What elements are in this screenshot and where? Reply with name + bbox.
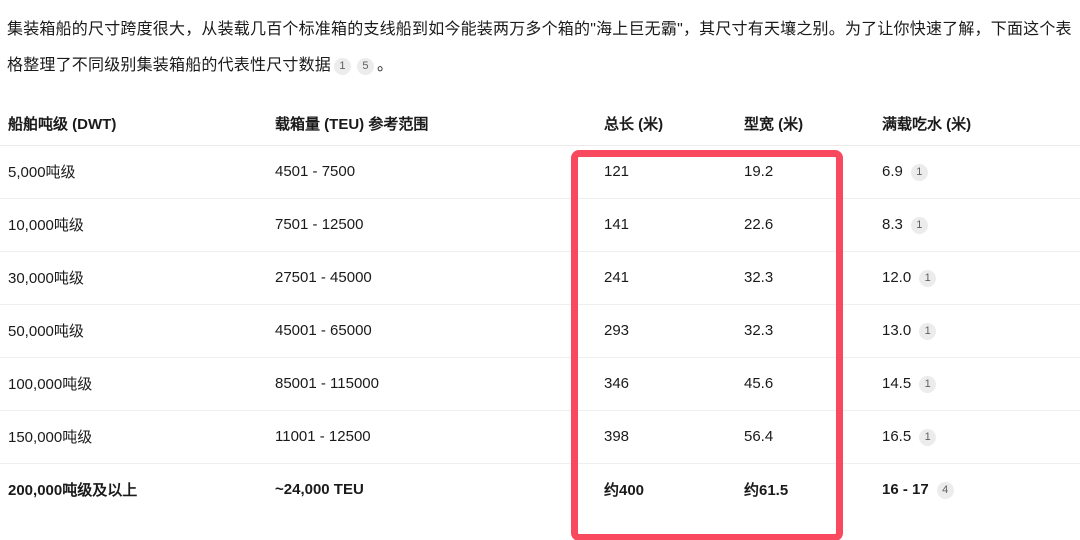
cell-beam-value: 约61.5 [744,482,789,500]
cell-length-value: 346 [604,375,630,392]
cell-length-value: 241 [604,269,630,286]
intro-period: 。 [377,57,394,74]
cell-teu-value: 4501 - 7500 [275,163,356,180]
column-header: 总长 (米) [604,103,744,146]
column-header: 型宽 (米) [744,103,882,146]
cell-beam-value: 32.3 [744,322,774,339]
citation-badge[interactable]: 1 [910,163,928,181]
table-row: 50,000吨级 45001 - 65000 293 32.3 13.0 1 [0,304,1080,358]
cell-dwt-value: 30,000吨级 [8,270,84,287]
cell-length-value: 293 [604,322,630,339]
cell-teu-value: 11001 - 12500 [275,428,371,445]
cell-teu-value: 27501 - 45000 [275,269,372,286]
cell-beam: 45.6 [744,357,882,411]
cell-beam: 22.6 [744,198,882,252]
cell-teu: 45001 - 65000 [275,304,604,358]
citation-badge[interactable]: 1 [919,322,937,340]
cell-draft-value: 16 - 17 [882,480,929,498]
cell-draft-value: 13.0 [882,321,912,339]
cell-beam-value: 22.6 [744,216,774,233]
cell-length: 398 [604,410,744,464]
cell-length: 约400 [604,463,744,516]
cell-length: 346 [604,357,744,411]
cell-dwt: 200,000吨级及以上 [0,463,275,516]
citation-badge[interactable]: 1 [919,269,937,287]
cell-beam: 32.3 [744,251,882,305]
ship-size-table: 船舶吨级 (DWT) 载箱量 (TEU) 参考范围 总长 (米) 型宽 (米) 满载吃水… [0,103,1080,516]
cell-draft-value: 12.0 [882,268,912,286]
cell-beam-value: 19.2 [744,163,774,180]
cell-draft: 8.3 1 [882,198,1080,252]
cell-length: 241 [604,251,744,305]
cell-teu: 85001 - 115000 [275,357,604,411]
cell-beam: 19.2 [744,145,882,199]
header-row: 船舶吨级 (DWT) 载箱量 (TEU) 参考范围 总长 (米) 型宽 (米) 满载吃水… [0,103,1080,146]
cell-beam-value: 45.6 [744,375,774,392]
cell-length-value: 141 [604,216,630,233]
cell-draft: 13.0 1 [882,304,1080,358]
cell-dwt-value: 50,000吨级 [8,323,84,340]
cell-beam-value: 56.4 [744,428,774,445]
column-header: 满载吃水 (米) [882,103,1080,146]
cell-dwt: 5,000吨级 [0,145,275,199]
cell-dwt: 150,000吨级 [0,410,275,464]
citation-badge[interactable]: 1 [919,375,937,393]
column-header: 载箱量 (TEU) 参考范围 [275,103,604,146]
cell-draft: 16.5 1 [882,410,1080,464]
cell-length-value: 121 [604,163,630,180]
cell-teu: 11001 - 12500 [275,410,604,464]
cell-dwt-value: 150,000吨级 [8,429,93,446]
cell-teu: 7501 - 12500 [275,198,604,252]
table-header: 船舶吨级 (DWT) 载箱量 (TEU) 参考范围 总长 (米) 型宽 (米) 满载吃水… [0,103,1080,146]
cell-dwt-value: 100,000吨级 [8,376,93,393]
citation-badge[interactable]: 1 [919,428,937,446]
citation-badge[interactable]: 1 [910,216,928,234]
table-row: 150,000吨级 11001 - 12500 398 56.4 16.5 1 [0,410,1080,464]
cell-beam: 56.4 [744,410,882,464]
column-header: 船舶吨级 (DWT) [0,103,275,146]
cell-draft-value: 6.9 [882,162,903,180]
cell-beam: 约61.5 [744,463,882,516]
intro-paragraph: 集装箱船的尺寸跨度很大，从装载几百个标准箱的支线船到如今能装两万多个箱的"海上巨… [7,12,1072,84]
cell-dwt-value: 5,000吨级 [8,164,76,181]
cell-dwt-value: 10,000吨级 [8,217,84,234]
table-row: 10,000吨级 7501 - 12500 141 22.6 8.3 1 [0,198,1080,252]
cell-draft: 6.9 1 [882,145,1080,199]
cell-dwt: 10,000吨级 [0,198,275,252]
cell-draft: 14.5 1 [882,357,1080,411]
table-body: 5,000吨级 4501 - 7500 121 19.2 6.9 1 10,000吨级 750… [0,145,1080,516]
cell-dwt: 50,000吨级 [0,304,275,358]
table-row: 200,000吨级及以上 ~24,000 TEU 约400 约61.5 16 - 17 4 [0,463,1080,516]
cell-teu: ~24,000 TEU [275,463,604,516]
cell-teu: 4501 - 7500 [275,145,604,199]
cell-draft-value: 8.3 [882,215,903,233]
cell-teu-value: 45001 - 65000 [275,322,372,339]
cell-beam-value: 32.3 [744,269,774,286]
cell-teu-value: ~24,000 TEU [275,481,364,499]
cell-length: 141 [604,198,744,252]
table-row: 5,000吨级 4501 - 7500 121 19.2 6.9 1 [0,145,1080,199]
citation-badge[interactable]: 5 [357,58,375,75]
cell-draft: 12.0 1 [882,251,1080,305]
intro-text: 集装箱船的尺寸跨度很大，从装载几百个标准箱的支线船到如今能装两万多个箱的"海上巨… [7,21,1072,74]
cell-draft-value: 16.5 [882,427,912,445]
cell-length: 293 [604,304,744,358]
cell-dwt-value: 200,000吨级及以上 [8,482,138,500]
cell-draft-value: 14.5 [882,374,912,392]
citation-badge[interactable]: 4 [936,481,954,499]
answer-page: 集装箱船的尺寸跨度很大，从装载几百个标准箱的支线船到如今能装两万多个箱的"海上巨… [0,12,1080,540]
cell-length-value: 398 [604,428,630,445]
table-row: 100,000吨级 85001 - 115000 346 45.6 14.5 1 [0,357,1080,411]
cell-teu-value: 85001 - 115000 [275,375,379,392]
cell-teu: 27501 - 45000 [275,251,604,305]
citation-badge[interactable]: 1 [334,58,352,75]
cell-beam: 32.3 [744,304,882,358]
cell-teu-value: 7501 - 12500 [275,216,364,233]
cell-length-value: 约400 [604,482,645,500]
cell-dwt: 100,000吨级 [0,357,275,411]
table-row: 30,000吨级 27501 - 45000 241 32.3 12.0 1 [0,251,1080,305]
cell-length: 121 [604,145,744,199]
cell-draft: 16 - 17 4 [882,463,1080,516]
cell-dwt: 30,000吨级 [0,251,275,305]
